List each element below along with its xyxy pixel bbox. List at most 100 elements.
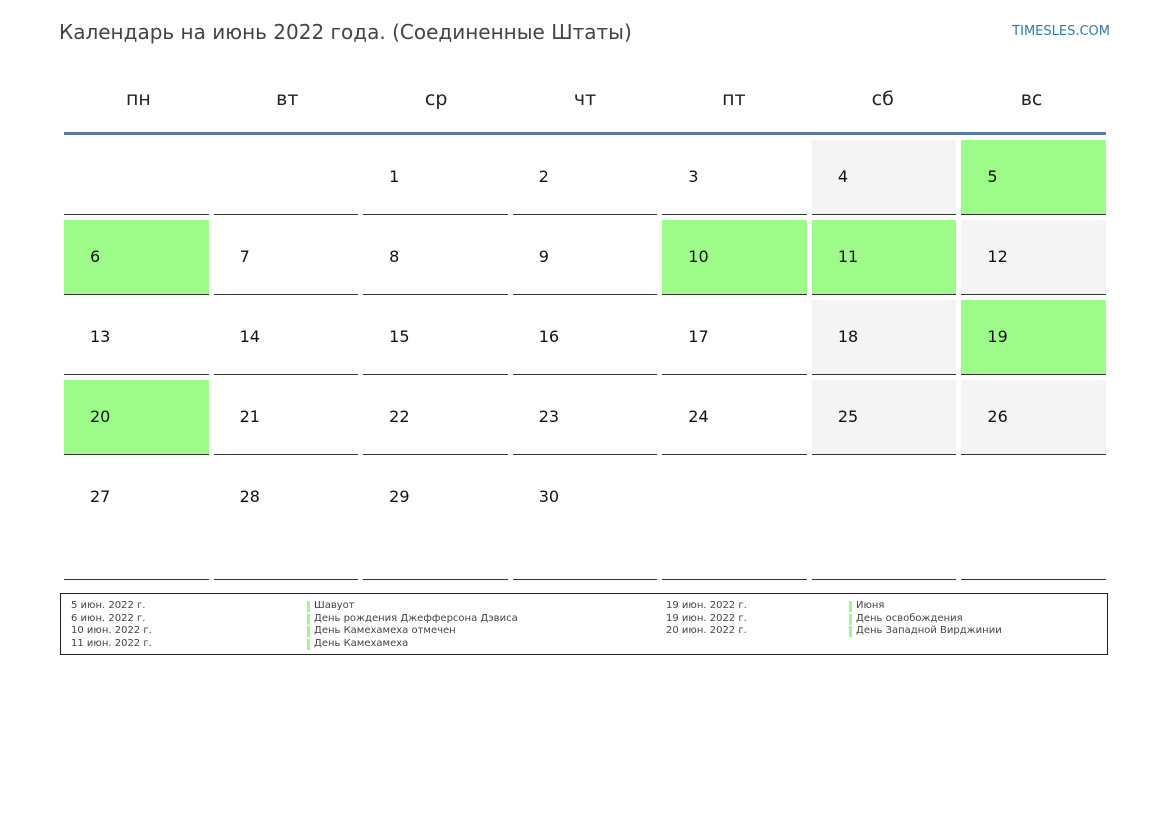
day-cell: 7 xyxy=(213,220,359,295)
weekday-thu: чт xyxy=(573,88,597,110)
day-number: 14 xyxy=(239,327,260,346)
day-number: 1 xyxy=(389,167,400,186)
holiday-name: День рождения Джефферсона Дэвиса xyxy=(307,613,518,626)
page-title: Календарь на июнь 2022 года. (Соединенны… xyxy=(59,20,632,44)
day-number: 18 xyxy=(837,327,859,346)
day-number: 23 xyxy=(538,407,560,426)
legend-names-left: Шавуот День рождения Джефферсона Дэвиса … xyxy=(307,600,518,650)
day-cell: 29 xyxy=(363,460,508,580)
day-number: 6 xyxy=(90,247,101,266)
holiday-name: День Камехамеха отмечен xyxy=(307,625,518,638)
day-number: 12 xyxy=(987,247,1008,266)
day-cell-weekend: 12 xyxy=(961,220,1106,295)
day-cell: 27 xyxy=(64,460,209,580)
day-cell xyxy=(64,140,209,215)
day-number: 20 xyxy=(90,407,111,426)
day-cell: 9 xyxy=(512,220,658,295)
day-cell-holiday: 20 xyxy=(64,380,209,455)
weekday-header: пн вт ср чт пт сб вс xyxy=(64,80,1106,135)
day-cell: 23 xyxy=(512,380,658,455)
site-link[interactable]: TIMESLES.COM xyxy=(1012,24,1110,39)
holiday-date: 5 июн. 2022 г. xyxy=(71,600,146,611)
holiday-date: 11 июн. 2022 г. xyxy=(71,637,152,649)
day-number: 15 xyxy=(389,327,410,346)
day-cell: 3 xyxy=(662,140,807,215)
day-cell-holiday: 11 xyxy=(811,220,957,295)
day-cell: 21 xyxy=(213,380,359,455)
holiday-name: День Западной Вирджинии xyxy=(849,625,1002,638)
holiday-date: 20 июн. 2022 г. xyxy=(666,625,747,636)
holiday-date: 19 июн. 2022 г. xyxy=(666,600,747,611)
day-cell xyxy=(662,460,807,580)
day-number: 19 xyxy=(987,327,1008,346)
day-number: 2 xyxy=(538,167,549,186)
day-cell-holiday: 6 xyxy=(64,220,209,295)
day-number: 21 xyxy=(239,407,260,426)
day-cell-holiday: 5 xyxy=(961,140,1106,215)
day-number: 28 xyxy=(239,487,260,506)
calendar-grid: пн вт ср чт пт сб вс 1 2 3 4 5 6 7 8 9 1… xyxy=(64,80,1106,585)
day-cell: 14 xyxy=(213,300,359,375)
weekday-sun: вс xyxy=(1020,88,1043,110)
holiday-name: Шавуот xyxy=(307,600,518,613)
holiday-date: 19 июн. 2022 г. xyxy=(666,612,747,624)
day-number: 24 xyxy=(688,407,709,426)
week-row: 27 28 29 30 xyxy=(64,460,1106,585)
day-cell-weekend: 26 xyxy=(961,380,1106,455)
day-cell: 15 xyxy=(363,300,508,375)
week-row: 20 21 22 23 24 25 26 xyxy=(64,380,1106,460)
day-number: 30 xyxy=(538,487,560,506)
day-cell: 17 xyxy=(662,300,807,375)
weeks: 1 2 3 4 5 6 7 8 9 10 11 12 13 14 15 16 1… xyxy=(64,140,1106,585)
day-cell: 16 xyxy=(512,300,658,375)
day-cell: 13 xyxy=(64,300,209,375)
day-cell xyxy=(811,460,957,580)
weekday-wed: ср xyxy=(424,88,448,110)
day-cell: 30 xyxy=(512,460,658,580)
holiday-name: День Камехамеха xyxy=(307,638,518,651)
day-number: 8 xyxy=(389,247,400,266)
day-cell: 22 xyxy=(363,380,508,455)
day-number: 13 xyxy=(90,327,111,346)
day-number: 17 xyxy=(688,327,709,346)
day-cell: 28 xyxy=(213,460,359,580)
day-cell xyxy=(961,460,1106,580)
day-cell-weekend: 25 xyxy=(811,380,957,455)
weekday-tue: вт xyxy=(276,88,299,110)
day-cell-weekend: 4 xyxy=(811,140,957,215)
holiday-date: 6 июн. 2022 г. xyxy=(71,612,146,624)
holiday-name: Июня xyxy=(849,600,1002,613)
holiday-name: День освобождения xyxy=(849,613,1002,626)
weekday-fri: пт xyxy=(722,88,746,110)
day-number: 4 xyxy=(837,167,849,186)
day-number: 9 xyxy=(538,247,549,266)
day-cell: 8 xyxy=(363,220,508,295)
day-number: 27 xyxy=(90,487,111,506)
week-row: 13 14 15 16 17 18 19 xyxy=(64,300,1106,380)
week-row: 1 2 3 4 5 xyxy=(64,140,1106,220)
day-cell-holiday: 19 xyxy=(961,300,1106,375)
day-cell-holiday: 10 xyxy=(662,220,807,295)
day-cell-weekend: 18 xyxy=(811,300,957,375)
day-number: 16 xyxy=(538,327,560,346)
legend-names-right: Июня День освобождения День Западной Вир… xyxy=(849,600,1002,638)
holiday-date: 10 июн. 2022 г. xyxy=(71,625,152,636)
legend-dates-left: 5 июн. 2022 г. 6 июн. 2022 г. 10 июн. 20… xyxy=(71,600,152,650)
weekday-mon: пн xyxy=(125,88,151,110)
day-number: 25 xyxy=(837,407,859,426)
week-row: 6 7 8 9 10 11 12 xyxy=(64,220,1106,300)
legend-dates-right: 19 июн. 2022 г. 19 июн. 2022 г. 20 июн. … xyxy=(666,600,747,638)
day-cell: 2 xyxy=(512,140,658,215)
day-number: 3 xyxy=(688,167,699,186)
day-cell: 1 xyxy=(363,140,508,215)
weekday-sat: сб xyxy=(871,88,894,110)
day-number: 11 xyxy=(837,247,859,266)
day-number: 5 xyxy=(987,167,998,186)
day-cell: 24 xyxy=(662,380,807,455)
day-number: 29 xyxy=(389,487,410,506)
holiday-legend: 5 июн. 2022 г. 6 июн. 2022 г. 10 июн. 20… xyxy=(60,593,1108,655)
day-number: 26 xyxy=(987,407,1008,426)
day-cell xyxy=(213,140,359,215)
day-number: 22 xyxy=(389,407,410,426)
day-number: 10 xyxy=(688,247,709,266)
